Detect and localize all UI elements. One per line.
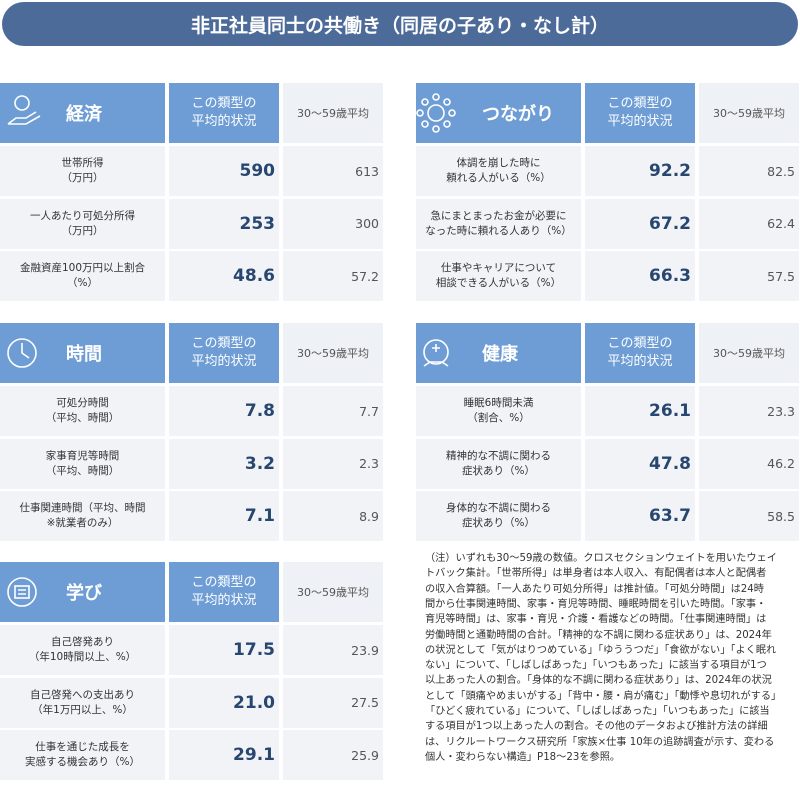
row-label: 急にまとまったお金が必要に なった時に頼れる人あり（%） <box>416 198 581 249</box>
row-label: 金融資産100万円以上割合 （%） <box>0 251 165 301</box>
column-header: 30〜59歳平均 <box>699 83 799 143</box>
row-average: 23.3 <box>699 386 799 436</box>
row-average: 58.5 <box>699 491 799 541</box>
column-header: 30〜59歳平均 <box>283 562 383 622</box>
row-average: 613 <box>283 146 383 196</box>
row-value: 7.1 <box>169 491 279 541</box>
row-average: 57.2 <box>283 251 383 301</box>
note-line: として「頭痛やめまいがする」「背中・腰・肩が痛む」「動悸や息切れがする」 <box>425 690 782 702</box>
row-label: 体調を崩した時に 頼れる人がいる（%） <box>416 146 581 196</box>
row-label: 仕事関連時間（平均、時間 ※就業者のみ） <box>0 491 165 541</box>
row-value: 92.2 <box>585 146 695 196</box>
row-label: 一人あたり可処分所得 （万円） <box>0 198 165 249</box>
column-header: この類型の 平均的状況 <box>585 323 695 383</box>
row-value: 253 <box>169 198 279 249</box>
row-value: 63.7 <box>585 491 695 541</box>
row-average: 46.2 <box>699 438 799 489</box>
row-label: 仕事を通じた成長を 実感する機会あり（%） <box>0 730 165 780</box>
row-average: 8.9 <box>283 491 383 541</box>
column-header: 30〜59歳平均 <box>283 323 383 383</box>
note-line: 育児等時間」は、家事・育児・介護・看護などの時間。「仕事関連時間」は <box>425 614 767 626</box>
row-average: 27.5 <box>283 677 383 728</box>
row-value: 17.5 <box>169 625 279 675</box>
row-average: 23.9 <box>283 625 383 675</box>
row-average: 7.7 <box>283 386 383 436</box>
panel-title: 時間 <box>0 323 165 383</box>
row-label: 可処分時間 （平均、時間） <box>0 386 165 436</box>
row-label: 精神的な不調に関わる 症状あり（%） <box>416 438 581 489</box>
panel-title: 学び <box>0 562 165 622</box>
row-value: 26.1 <box>585 386 695 436</box>
row-label: 自己啓発への支出あり （年1万円以上、%） <box>0 677 165 728</box>
column-header: この類型の 平均的状況 <box>169 323 279 383</box>
panel-title: 健康 <box>416 323 581 383</box>
row-label: 自己啓発あり （年10時間以上、%） <box>0 625 165 675</box>
column-header: この類型の 平均的状況 <box>169 562 279 622</box>
row-value: 47.8 <box>585 438 695 489</box>
row-label: 家事育児等時間 （平均、時間） <box>0 438 165 489</box>
row-average: 57.5 <box>699 251 799 301</box>
row-value: 29.1 <box>169 730 279 780</box>
note-line: トバック集計。「世帯所得」は単身者は本人収入、有配偶者は本人と配偶者 <box>425 568 767 580</box>
row-value: 48.6 <box>169 251 279 301</box>
note-line: の状況として「気がはりつめている」「ゆううつだ」「食欲がない」「よく眠れ <box>425 644 777 656</box>
page-title: 非正社員同士の共働き（同居の子あり・なし計） <box>2 2 798 46</box>
row-value: 590 <box>169 146 279 196</box>
note-line: 個人・変わらない構造」P18～23を参照。 <box>425 751 621 763</box>
row-value: 21.0 <box>169 677 279 728</box>
row-label: 世帯所得 （万円） <box>0 146 165 196</box>
row-average: 2.3 <box>283 438 383 489</box>
panel-title: つながり <box>416 83 581 143</box>
note-line: ない」について、「しばしばあった」「いつもあった」に該当する項目が1つ <box>425 660 767 672</box>
note-line: は、リクルートワークス研究所「家族×仕事 10年の追跡調査が示す、変わる <box>425 736 775 748</box>
column-header: 30〜59歳平均 <box>699 323 799 383</box>
row-value: 3.2 <box>169 438 279 489</box>
row-label: 睡眠6時間未満 （割合、%） <box>416 386 581 436</box>
note-line: 以上あった人の割合。「身体的な不調に関わる症状あり」は、2024年の状況 <box>425 675 772 687</box>
row-label: 仕事やキャリアについて 相談できる人がいる（%） <box>416 251 581 301</box>
row-average: 300 <box>283 198 383 249</box>
row-average: 25.9 <box>283 730 383 780</box>
row-average: 82.5 <box>699 146 799 196</box>
row-value: 7.8 <box>169 386 279 436</box>
row-value: 66.3 <box>585 251 695 301</box>
note-line: する項目が1つ以上あった人の割合。その他のデータおよび推計方法の詳細 <box>425 721 768 733</box>
note-line: （注）いずれも30～59歳の数値。クロスセクションウェイトを用いたウェイ <box>425 553 777 564</box>
column-header: この類型の 平均的状況 <box>585 83 695 143</box>
note-line: 労働時間と通勤時間の合計。「精神的な不調に関わる症状あり」は、2024年 <box>425 629 772 641</box>
note-line: 間から仕事関連時間、家事・育児等時間、睡眠時間を引いた時間。「家事・ <box>425 598 767 610</box>
row-average: 62.4 <box>699 198 799 249</box>
panel-title: 経済 <box>0 83 165 143</box>
note-line: の収入合算額。「一人あたり可処分所得」は推計値。「可処分時間」は24時 <box>425 583 764 595</box>
column-header: この類型の 平均的状況 <box>169 83 279 143</box>
row-value: 67.2 <box>585 198 695 249</box>
column-header: 30〜59歳平均 <box>283 83 383 143</box>
row-label: 身体的な不調に関わる 症状あり（%） <box>416 491 581 541</box>
note-line: 「ひどく疲れている」について、「しばしばあった」「いつもあった」に該当 <box>425 706 770 717</box>
